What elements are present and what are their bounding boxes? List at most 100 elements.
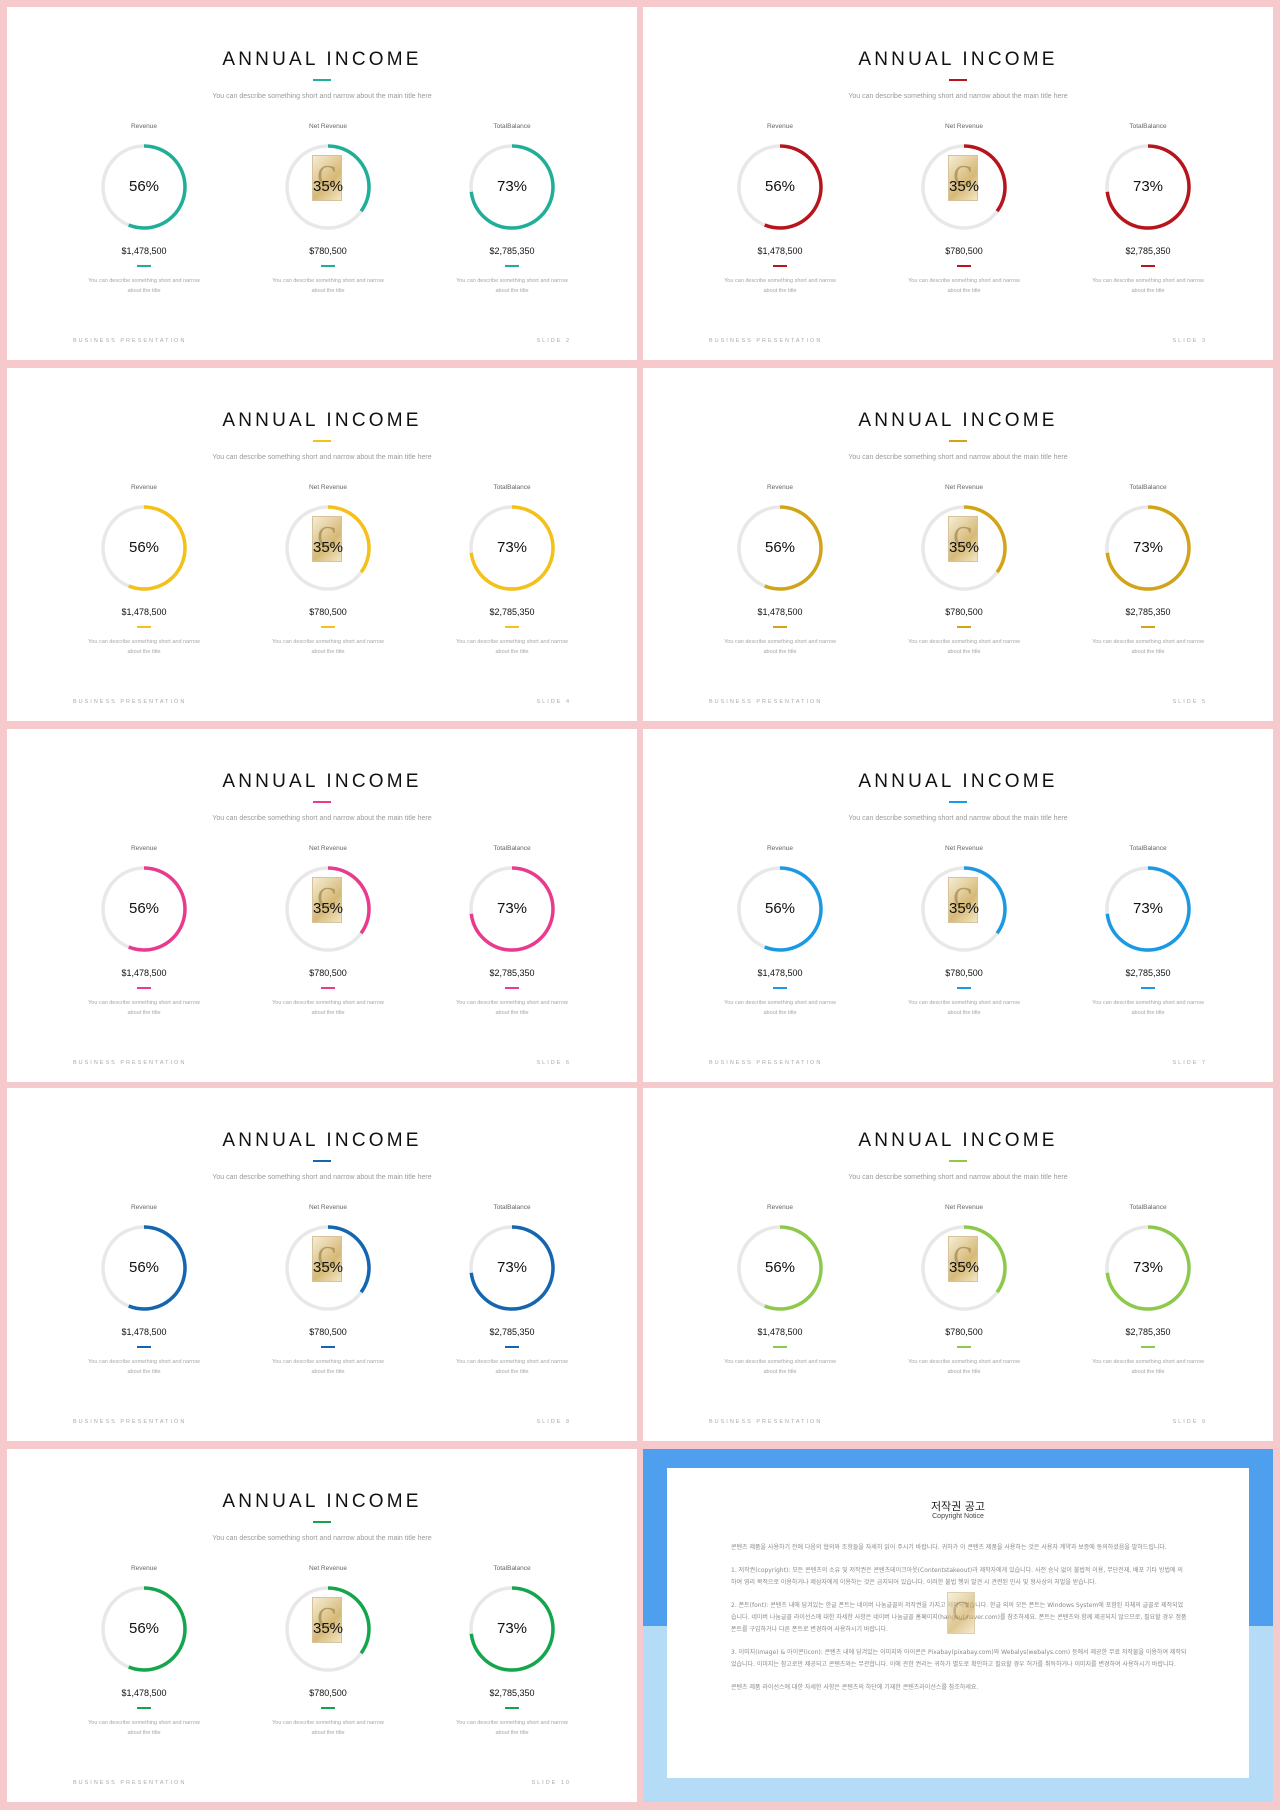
slide-annual-income[interactable]: ANNUAL INCOME You can describe something …: [643, 729, 1273, 1082]
kpi-column: Net Revenue C 35% $780,500 You can describe …: [268, 123, 388, 296]
kpi-label: TotalBalance: [1129, 123, 1167, 130]
kpi-label: TotalBalance: [493, 845, 531, 852]
slide-annual-income[interactable]: ANNUAL INCOME You can describe something …: [643, 7, 1273, 360]
slide-annual-income[interactable]: ANNUAL INCOME You can describe something …: [7, 368, 637, 721]
kpi-label: TotalBalance: [493, 123, 531, 130]
kpi-ring: C 35%: [918, 863, 1010, 955]
slide-subtitle: You can describe something short and nar…: [848, 93, 1068, 100]
kpi-column: TotalBalance 73% $2,785,350 You can describ…: [1088, 1204, 1208, 1377]
kpi-accent-line: [957, 1346, 971, 1348]
kpi-percent: 56%: [128, 1259, 160, 1276]
slide-annual-income[interactable]: ANNUAL INCOME You can describe something …: [7, 1449, 637, 1802]
kpi-column: TotalBalance 73% $2,785,350 You can describ…: [452, 123, 572, 296]
kpi-accent-line: [773, 987, 787, 989]
kpi-accent-line: [773, 265, 787, 267]
footer-slide-number: SLIDE 6: [536, 1060, 571, 1066]
kpi-accent-line: [505, 265, 519, 267]
kpi-percent: 73%: [1132, 539, 1164, 556]
kpi-description: You can describe something short and nar…: [908, 1359, 1020, 1375]
ring-progress: [1105, 866, 1191, 952]
kpi-description: You can describe something short and nar…: [1092, 639, 1204, 655]
kpi-label: Revenue: [130, 484, 158, 491]
kpi-ring: 73%: [466, 1222, 558, 1314]
kpi-percent: 35%: [948, 900, 980, 917]
kpi-percent: 73%: [496, 539, 528, 556]
title-accent-line: [949, 801, 967, 803]
kpi-value: $780,500: [945, 1327, 983, 1337]
kpi-label: Revenue: [130, 845, 158, 852]
kpi-column: TotalBalance 73% $2,785,350 You can describ…: [452, 845, 572, 1018]
kpi-value: $780,500: [945, 968, 983, 978]
slide-subtitle: You can describe something short and nar…: [212, 1535, 432, 1542]
kpi-percent: 35%: [948, 1259, 980, 1276]
kpi-description: You can describe something short and nar…: [272, 1720, 384, 1736]
kpi-accent-line: [1141, 626, 1155, 628]
watermark-logo-icon: C: [312, 516, 342, 562]
kpi-label: Net Revenue: [309, 484, 347, 491]
slide-annual-income[interactable]: ANNUAL INCOME You can describe something …: [7, 7, 637, 360]
kpi-percent: 35%: [948, 178, 980, 195]
slide-subtitle: You can describe something short and nar…: [212, 815, 432, 822]
footer-brand: BUSINESS PRESENTATION: [73, 699, 187, 705]
copyright-title: 저작권 공고: [930, 1500, 986, 1513]
kpi-accent-line: [957, 265, 971, 267]
kpi-column: TotalBalance 73% $2,785,350 You can describ…: [452, 1204, 572, 1377]
kpi-description: You can describe something short and nar…: [88, 639, 200, 655]
kpi-accent-line: [321, 1707, 335, 1709]
slide-title: ANNUAL INCOME: [222, 1130, 422, 1151]
kpi-ring: 73%: [1102, 141, 1194, 233]
kpi-value: $1,478,500: [121, 246, 167, 256]
slide-annual-income[interactable]: ANNUAL INCOME You can describe something …: [7, 1088, 637, 1441]
kpi-description: You can describe something short and nar…: [724, 278, 836, 294]
ring-progress: [285, 1586, 371, 1672]
copyright-intro: 콘텐츠 제품을 사용하기 전에 다음의 협의와 조항들을 자세히 읽어 주시기 …: [731, 1544, 1167, 1551]
copyright-slide[interactable]: 저작권 공고 Copyright Notice 콘텐츠 제품을 사용하기 전에 …: [643, 1449, 1273, 1802]
watermark-logo-icon: C: [312, 877, 342, 923]
kpi-value: $780,500: [309, 246, 347, 256]
kpi-ring: C 35%: [918, 141, 1010, 233]
kpi-value: $1,478,500: [757, 246, 803, 256]
slide-subtitle: You can describe something short and nar…: [212, 1174, 432, 1181]
footer-slide-number: SLIDE 7: [1172, 1060, 1207, 1066]
kpi-column: Net Revenue C 35% $780,500 You can describe …: [904, 484, 1024, 657]
title-accent-line: [313, 79, 331, 81]
footer-slide-number: SLIDE 3: [1172, 338, 1207, 344]
kpi-label: Net Revenue: [309, 1565, 347, 1572]
kpi-ring: 56%: [734, 863, 826, 955]
kpi-percent: 35%: [312, 900, 344, 917]
ring-progress: [469, 505, 555, 591]
ring-progress: [921, 505, 1007, 591]
watermark-logo-icon: C: [948, 877, 978, 923]
ring-progress: [1105, 1225, 1191, 1311]
kpi-description: You can describe something short and nar…: [88, 278, 200, 294]
kpi-value: $2,785,350: [489, 246, 535, 256]
ring-progress: [1105, 505, 1191, 591]
slide-annual-income[interactable]: ANNUAL INCOME You can describe something …: [643, 368, 1273, 721]
kpi-value: $1,478,500: [121, 1688, 167, 1698]
footer-brand: BUSINESS PRESENTATION: [709, 1060, 823, 1066]
kpi-column: Net Revenue C 35% $780,500 You can describe …: [904, 1204, 1024, 1377]
ring-progress: [921, 866, 1007, 952]
kpi-value: $1,478,500: [121, 1327, 167, 1337]
footer-brand: BUSINESS PRESENTATION: [709, 338, 823, 344]
kpi-label: TotalBalance: [493, 484, 531, 491]
slide-title: ANNUAL INCOME: [222, 771, 422, 792]
kpi-accent-line: [137, 265, 151, 267]
ring-progress: [737, 505, 823, 591]
watermark-logo-icon: C: [312, 1236, 342, 1282]
footer-brand: BUSINESS PRESENTATION: [709, 699, 823, 705]
kpi-percent: 56%: [128, 900, 160, 917]
kpi-column: Revenue 56% $1,478,500 You can describe som…: [84, 123, 204, 296]
footer-brand: BUSINESS PRESENTATION: [73, 1780, 187, 1786]
kpi-percent: 73%: [1132, 900, 1164, 917]
kpi-ring: C 35%: [282, 1583, 374, 1675]
kpi-accent-line: [505, 1346, 519, 1348]
kpi-accent-line: [957, 626, 971, 628]
kpi-column: Net Revenue C 35% $780,500 You can describe …: [904, 845, 1024, 1018]
kpi-accent-line: [137, 1346, 151, 1348]
kpi-column: Net Revenue C 35% $780,500 You can describe …: [904, 123, 1024, 296]
kpi-ring: 56%: [98, 141, 190, 233]
slide-annual-income[interactable]: ANNUAL INCOME You can describe something …: [7, 729, 637, 1082]
footer-brand: BUSINESS PRESENTATION: [73, 1060, 187, 1066]
slide-annual-income[interactable]: ANNUAL INCOME You can describe something …: [643, 1088, 1273, 1441]
